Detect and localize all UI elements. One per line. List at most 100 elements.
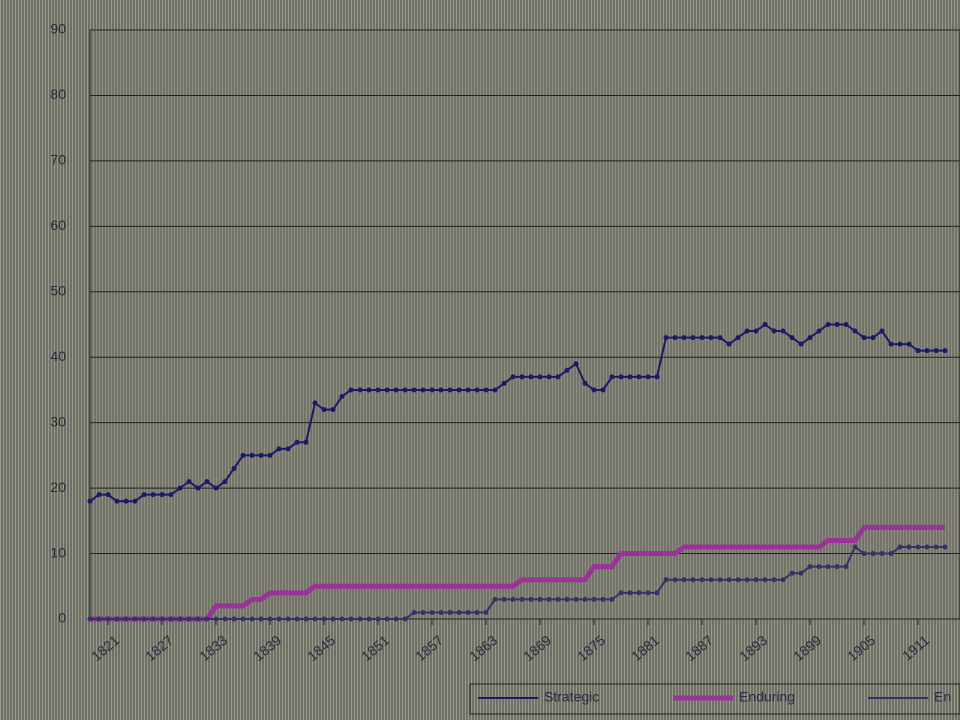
point — [906, 544, 912, 550]
point — [393, 616, 399, 622]
point — [96, 616, 102, 622]
point — [321, 616, 327, 622]
x-tick-label: 1821 — [88, 632, 122, 664]
point — [933, 544, 939, 550]
point — [231, 616, 237, 622]
point — [87, 616, 93, 622]
point — [726, 577, 732, 583]
point — [501, 596, 507, 602]
y-tick-label: 20 — [50, 479, 66, 495]
series-line — [90, 524, 945, 622]
point — [798, 341, 804, 347]
point — [582, 596, 588, 602]
point — [330, 407, 336, 413]
point — [717, 577, 723, 583]
point — [447, 609, 453, 615]
point — [204, 479, 210, 485]
point — [177, 485, 183, 491]
point — [708, 577, 714, 583]
legend — [469, 683, 960, 715]
point — [195, 616, 201, 622]
x-tick-label: 1875 — [574, 632, 608, 664]
point — [465, 609, 471, 615]
point — [339, 616, 345, 622]
point — [249, 616, 255, 622]
point — [942, 544, 948, 550]
point — [591, 387, 597, 393]
point — [384, 387, 390, 393]
point — [852, 328, 858, 334]
point — [150, 616, 156, 622]
point — [663, 335, 669, 341]
point — [186, 479, 192, 485]
point — [609, 596, 615, 602]
point — [474, 387, 480, 393]
point — [852, 544, 858, 550]
x-tick-label: 1911 — [899, 632, 933, 664]
point — [735, 577, 741, 583]
point — [231, 465, 237, 471]
point — [735, 335, 741, 341]
point — [105, 492, 111, 498]
point — [132, 616, 138, 622]
point — [672, 335, 678, 341]
point — [114, 616, 120, 622]
point — [546, 596, 552, 602]
point — [825, 322, 831, 327]
point — [897, 341, 903, 347]
x-tick-label: 1905 — [844, 632, 878, 664]
point — [258, 616, 264, 622]
y-tick-label: 0 — [58, 610, 66, 626]
point — [339, 393, 345, 399]
point — [699, 335, 705, 341]
x-tick-label: 1827 — [142, 632, 176, 664]
point — [150, 492, 156, 498]
point — [321, 407, 327, 413]
point — [159, 492, 165, 498]
point — [681, 335, 687, 341]
point — [798, 570, 804, 576]
point — [843, 564, 849, 570]
y-tick-label: 80 — [50, 86, 66, 102]
point — [168, 616, 174, 622]
point — [114, 498, 120, 504]
point — [240, 616, 246, 622]
point — [375, 616, 381, 622]
point — [402, 616, 408, 622]
y-tick-label: 30 — [50, 413, 66, 429]
x-tick-label: 1857 — [412, 632, 446, 664]
point — [843, 322, 849, 327]
point — [276, 446, 282, 452]
point — [474, 609, 480, 615]
point — [582, 380, 588, 386]
point — [609, 374, 615, 380]
x-tick-label: 1893 — [736, 632, 770, 664]
point — [933, 348, 939, 354]
point — [636, 374, 642, 380]
point — [420, 387, 426, 393]
point — [771, 577, 777, 583]
x-tick-label: 1845 — [304, 632, 338, 664]
point — [384, 616, 390, 622]
point — [483, 609, 489, 615]
y-tick-label: 40 — [50, 348, 66, 364]
point — [123, 498, 129, 504]
point — [366, 387, 372, 393]
point — [249, 452, 255, 458]
point — [879, 328, 885, 334]
point — [303, 439, 309, 445]
point — [528, 596, 534, 602]
point — [168, 492, 174, 498]
point — [753, 328, 759, 334]
point — [762, 322, 768, 327]
point — [591, 596, 597, 602]
y-tick-label: 10 — [50, 544, 66, 560]
point — [195, 485, 201, 491]
point — [573, 361, 579, 367]
point — [438, 609, 444, 615]
point — [879, 551, 885, 557]
y-tick-label: 60 — [50, 217, 66, 233]
point — [285, 616, 291, 622]
point — [807, 335, 813, 341]
point — [294, 439, 300, 445]
